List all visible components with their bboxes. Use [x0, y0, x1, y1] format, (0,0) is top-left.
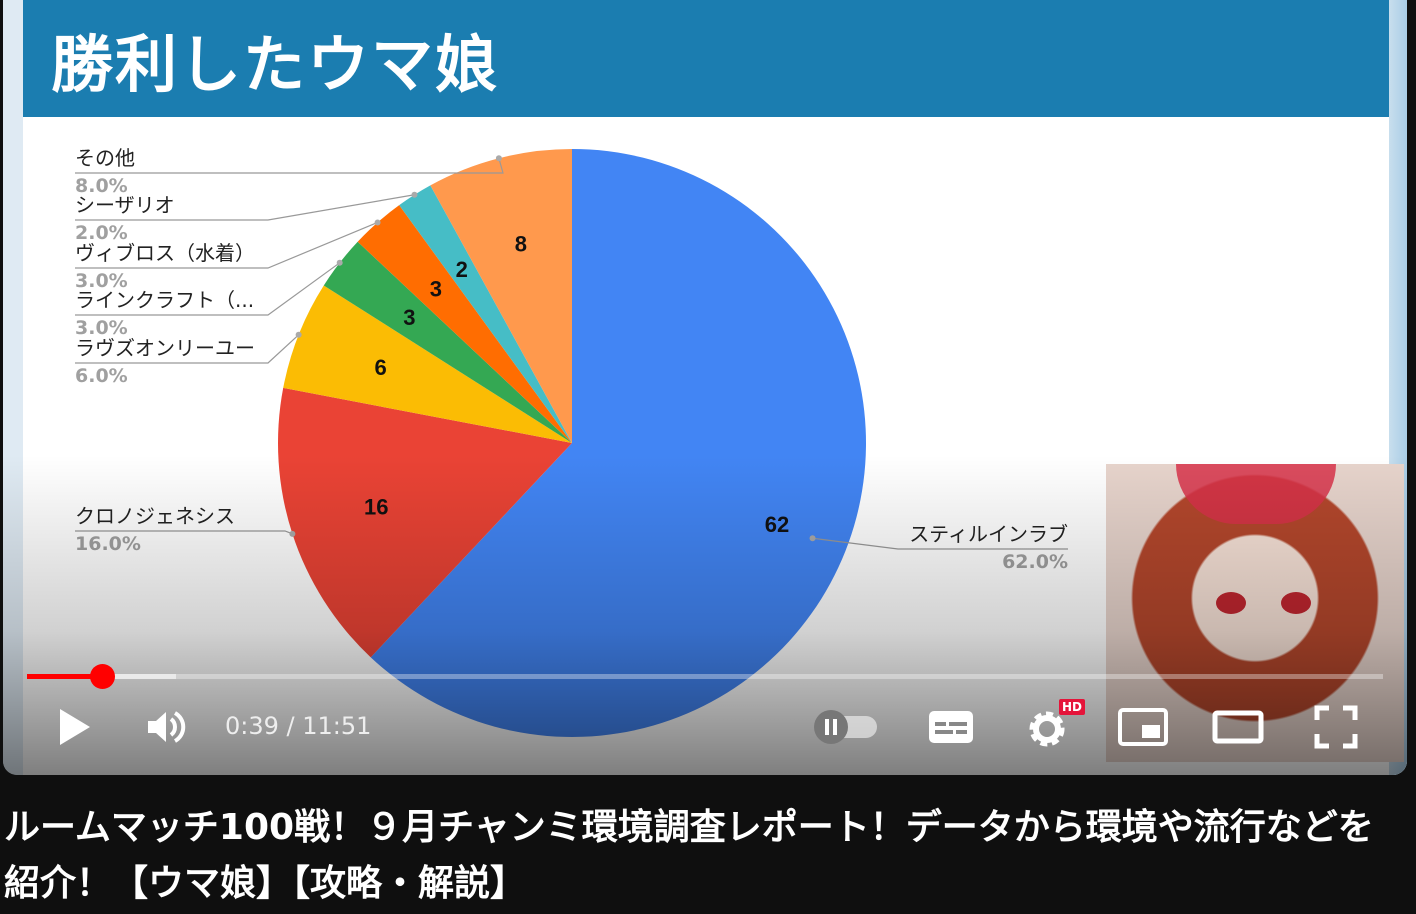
slice-percent-label: 6.0%: [75, 365, 128, 387]
slice-percent-label: 3.0%: [75, 270, 128, 292]
slice-value-label: 3: [430, 277, 442, 302]
pie-slice: [430, 149, 572, 443]
leader-dot: [411, 191, 418, 198]
slice-percent-label: 62.0%: [1002, 551, 1068, 573]
play-icon: [60, 709, 90, 745]
slice-percent-label: 2.0%: [75, 222, 128, 244]
theater-icon: [1212, 710, 1264, 744]
slice-value-label: 3: [403, 305, 415, 330]
leader-line: [75, 262, 341, 316]
slice-name-label: ヴィブロス（水着）: [75, 241, 255, 265]
slice-percent-label: 3.0%: [75, 317, 128, 339]
scrubber-handle[interactable]: [89, 664, 115, 689]
slice-name-label: シーザリオ: [75, 193, 175, 217]
slice-name-label: スティルインラブ: [909, 522, 1068, 546]
slice-percent-label: 8.0%: [75, 175, 128, 197]
fullscreen-icon: [1314, 705, 1358, 749]
autoplay-toggle-icon: [814, 710, 877, 744]
pie-slice: [357, 205, 572, 443]
pie-slice: [399, 185, 572, 443]
volume-icon: [148, 711, 186, 743]
leader-line: [75, 158, 504, 174]
miniplayer-icon: [1118, 708, 1168, 746]
pie-slice: [323, 241, 572, 443]
leader-dot: [336, 259, 343, 266]
slice-name-label: クロノジェネシス: [75, 504, 235, 528]
slice-name-label: ラインクラフト（...: [75, 288, 254, 312]
slice-value-label: 16: [364, 495, 388, 520]
leader-dot: [289, 530, 296, 537]
leader-line: [75, 334, 300, 364]
time-display: 0:39 / 11:51: [225, 712, 372, 740]
play-button[interactable]: [51, 703, 97, 751]
fullscreen-button[interactable]: [1311, 703, 1361, 751]
subtitles-button[interactable]: [927, 703, 975, 751]
leader-dot: [295, 331, 302, 338]
mute-button[interactable]: [141, 703, 191, 751]
miniplayer-button[interactable]: [1117, 703, 1169, 751]
slice-value-label: 6: [375, 355, 387, 380]
slice-value-label: 2: [456, 257, 468, 282]
leader-dot: [809, 535, 816, 542]
slide-title: 勝利したウマ娘: [51, 28, 500, 101]
leader-line: [75, 194, 415, 221]
video-title: ルームマッチ100戦！９月チャンミ環境調査レポート！データから環境や流行などを紹…: [4, 807, 1374, 904]
slice-value-label: 8: [515, 232, 527, 257]
slice-percent-label: 16.0%: [75, 533, 141, 555]
leader-dot: [495, 155, 502, 162]
settings-button[interactable]: HD: [1023, 699, 1086, 751]
pie-slice: [283, 285, 572, 443]
slide-header: 勝利したウマ娘: [23, 0, 1389, 117]
played-bar: [27, 674, 102, 679]
hd-badge: HD: [1059, 699, 1086, 715]
settings-icon: [1029, 711, 1065, 747]
theater-mode-button[interactable]: [1211, 703, 1265, 751]
slice-name-label: その他: [75, 146, 135, 170]
progress-bar[interactable]: [27, 664, 1383, 689]
slice-name-label: ラヴズオンリーユー: [75, 336, 255, 360]
slice-value-label: 62: [765, 512, 789, 537]
subtitles-icon: [929, 711, 973, 743]
leader-dot: [374, 219, 381, 226]
autoplay-toggle[interactable]: [811, 703, 881, 751]
leader-line: [75, 221, 378, 269]
video-player[interactable]: 勝利したウマ娘 62 スティルインラブ 62.0% 16 クロノジェネシス 16.0% 6 ラ…: [3, 0, 1407, 775]
